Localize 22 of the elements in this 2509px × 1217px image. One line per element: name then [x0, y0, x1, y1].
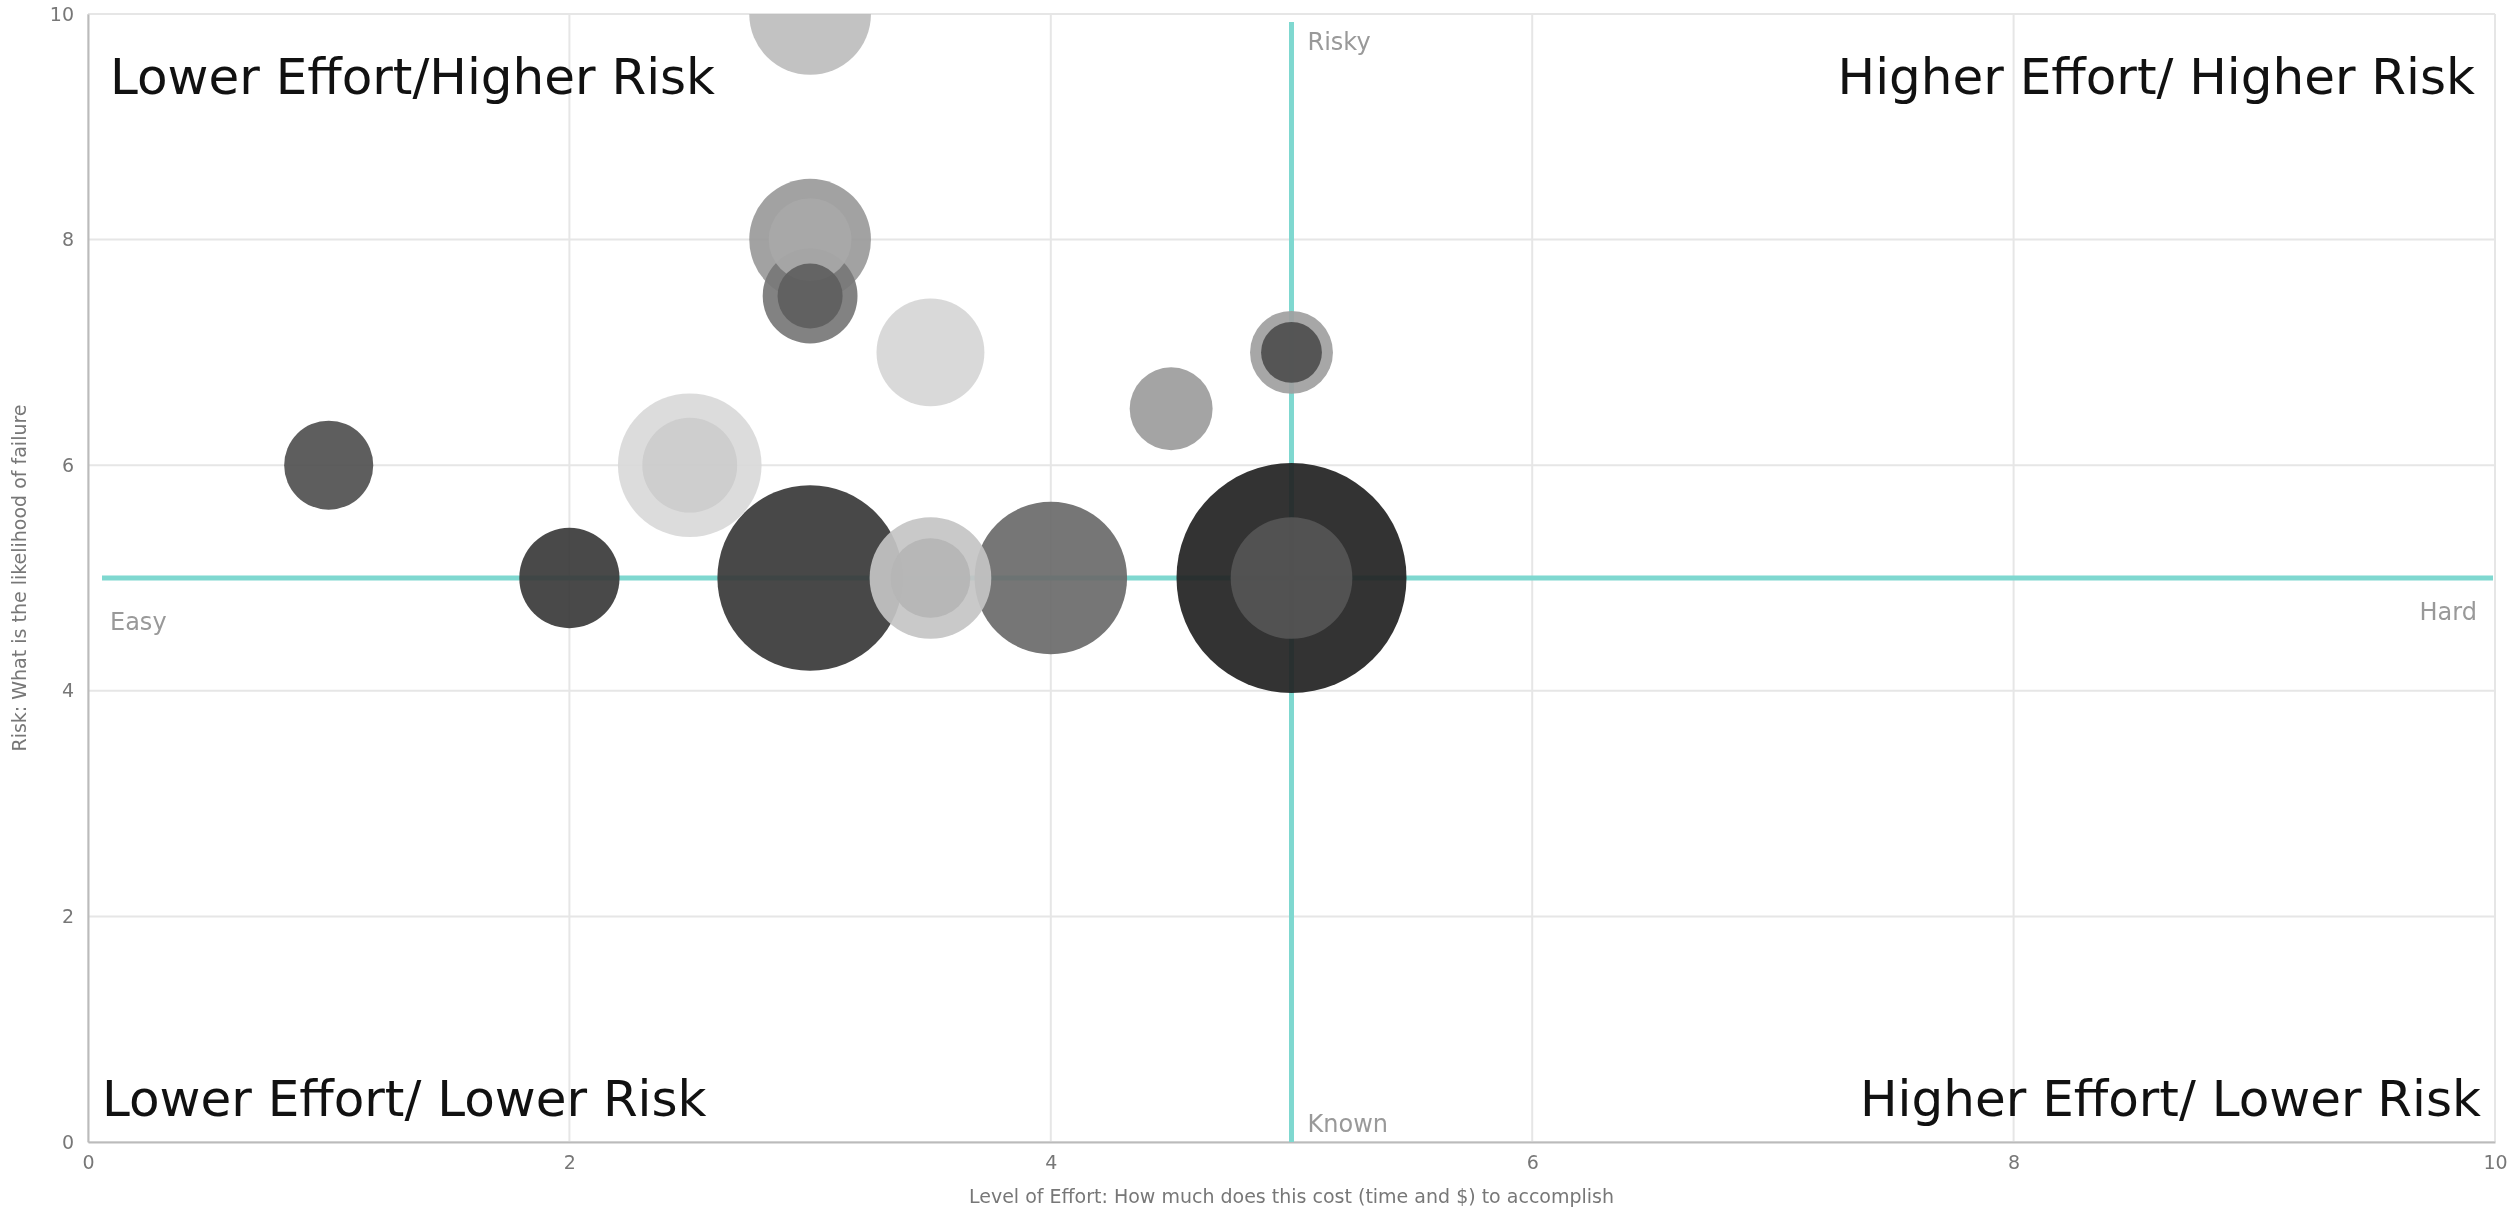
annotation: Easy: [110, 608, 167, 636]
x-tick-label: 6: [1526, 1151, 1539, 1174]
y-tick-label: 6: [61, 453, 74, 476]
annotation: Known: [1307, 1110, 1388, 1138]
y-tick-label: 8: [61, 228, 74, 251]
x-tick-label: 0: [82, 1151, 95, 1174]
annotation: Risky: [1307, 28, 1371, 56]
y-tick-label: 2: [61, 904, 74, 927]
x-tick-label: 2: [563, 1151, 576, 1174]
annotation: Higher Effort/ Higher Risk: [1837, 48, 2476, 106]
x-tick-label: 8: [2008, 1151, 2021, 1174]
annotation: Lower Effort/ Lower Risk: [102, 1070, 707, 1128]
annotation: Hard: [2419, 598, 2477, 626]
y-axis-title: Risk: What is the likelihood of failure: [8, 404, 30, 752]
annotation: Higher Effort/ Lower Risk: [1860, 1070, 2482, 1128]
x-tick-label: 4: [1045, 1151, 1058, 1174]
y-tick-label: 4: [61, 679, 74, 702]
y-tick-label: 10: [49, 2, 74, 25]
x-axis-title: Level of Effort: How much does this cost (time and $) to accomplish: [968, 1185, 1615, 1207]
annotation: Lower Effort/Higher Risk: [110, 48, 716, 106]
y-tick-label: 0: [61, 1130, 74, 1153]
x-tick-label: 10: [2483, 1151, 2508, 1174]
